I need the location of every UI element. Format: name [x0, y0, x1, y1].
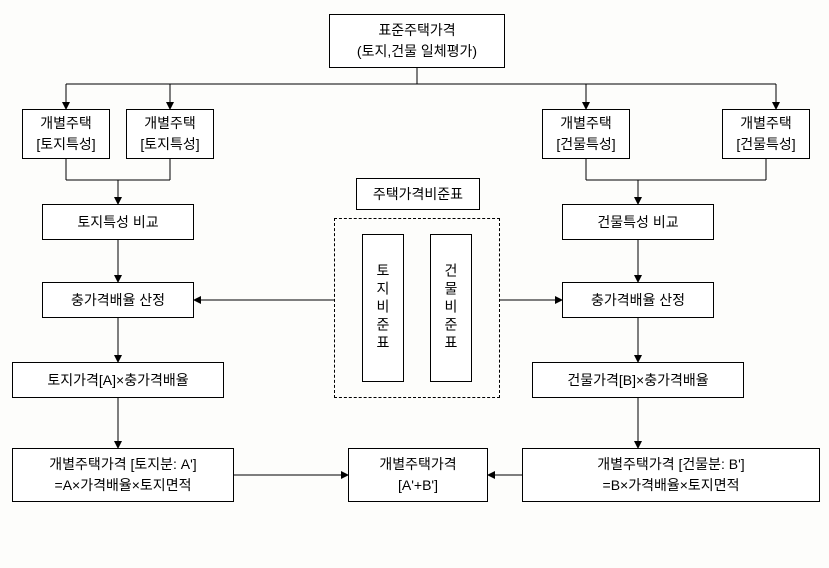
node-l1a: 개별주택 [토지특성]: [22, 109, 110, 159]
node-r1b-line2: [건물특성]: [736, 134, 795, 155]
node-l1a-line1: 개별주택: [40, 113, 92, 134]
node-bottom-line1: 개별주택가격: [379, 454, 456, 475]
node-l1a-line2: [토지특성]: [36, 134, 95, 155]
node-l4: 토지가격[A]×충가격배율: [12, 362, 224, 398]
node-r2: 건물특성 비교: [562, 204, 714, 240]
node-l2-text: 토지특성 비교: [77, 212, 158, 233]
node-r4: 건물가격[B]×충가격배율: [532, 362, 744, 398]
node-center-left: 토지비준표: [362, 234, 404, 382]
node-l1b-line1: 개별주택: [144, 113, 196, 134]
node-l3: 충가격배율 산정: [42, 282, 194, 318]
node-r3-text: 충가격배율 산정: [591, 290, 685, 311]
node-r5: 개별주택가격 [건물분: B'] =B×가격배율×토지면적: [522, 448, 820, 502]
node-bottom: 개별주택가격 [A'+B']: [348, 448, 488, 502]
node-l1b-line2: [토지특성]: [140, 134, 199, 155]
node-center-right-text: 건물비준표: [441, 263, 461, 353]
node-r1a-line2: [건물특성]: [556, 134, 615, 155]
node-top-line1: 표준주택가격: [378, 20, 455, 41]
node-l4-text: 토지가격[A]×충가격배율: [47, 370, 188, 391]
node-top: 표준주택가격 (토지,건물 일체평가): [329, 14, 505, 68]
node-center-title-text: 주택가격비준표: [373, 184, 463, 205]
node-r2-text: 건물특성 비교: [597, 212, 678, 233]
node-center-title: 주택가격비준표: [356, 178, 480, 210]
node-r5-line1: 개별주택가격 [건물분: B']: [597, 454, 744, 475]
node-l1b: 개별주택 [토지특성]: [126, 109, 214, 159]
node-r1b-line1: 개별주택: [740, 113, 792, 134]
node-center-left-text: 토지비준표: [373, 263, 393, 353]
node-l5: 개별주택가격 [토지분: A'] =A×가격배율×토지면적: [12, 448, 234, 502]
node-bottom-line2: [A'+B']: [398, 475, 438, 496]
node-l5-line1: 개별주택가격 [토지분: A']: [49, 454, 196, 475]
node-r3: 충가격배율 산정: [562, 282, 714, 318]
node-r1a-line1: 개별주택: [560, 113, 612, 134]
node-l2: 토지특성 비교: [42, 204, 194, 240]
node-r1a: 개별주택 [건물특성]: [542, 109, 630, 159]
node-l5-line2: =A×가격배율×토지면적: [55, 475, 192, 496]
node-r5-line2: =B×가격배율×토지면적: [603, 475, 740, 496]
node-top-line2: (토지,건물 일체평가): [357, 41, 477, 62]
node-l3-text: 충가격배율 산정: [71, 290, 165, 311]
node-r4-text: 건물가격[B]×충가격배율: [567, 370, 708, 391]
node-center-right: 건물비준표: [430, 234, 472, 382]
dashed-container: [334, 218, 500, 398]
node-r1b: 개별주택 [건물특성]: [722, 109, 810, 159]
